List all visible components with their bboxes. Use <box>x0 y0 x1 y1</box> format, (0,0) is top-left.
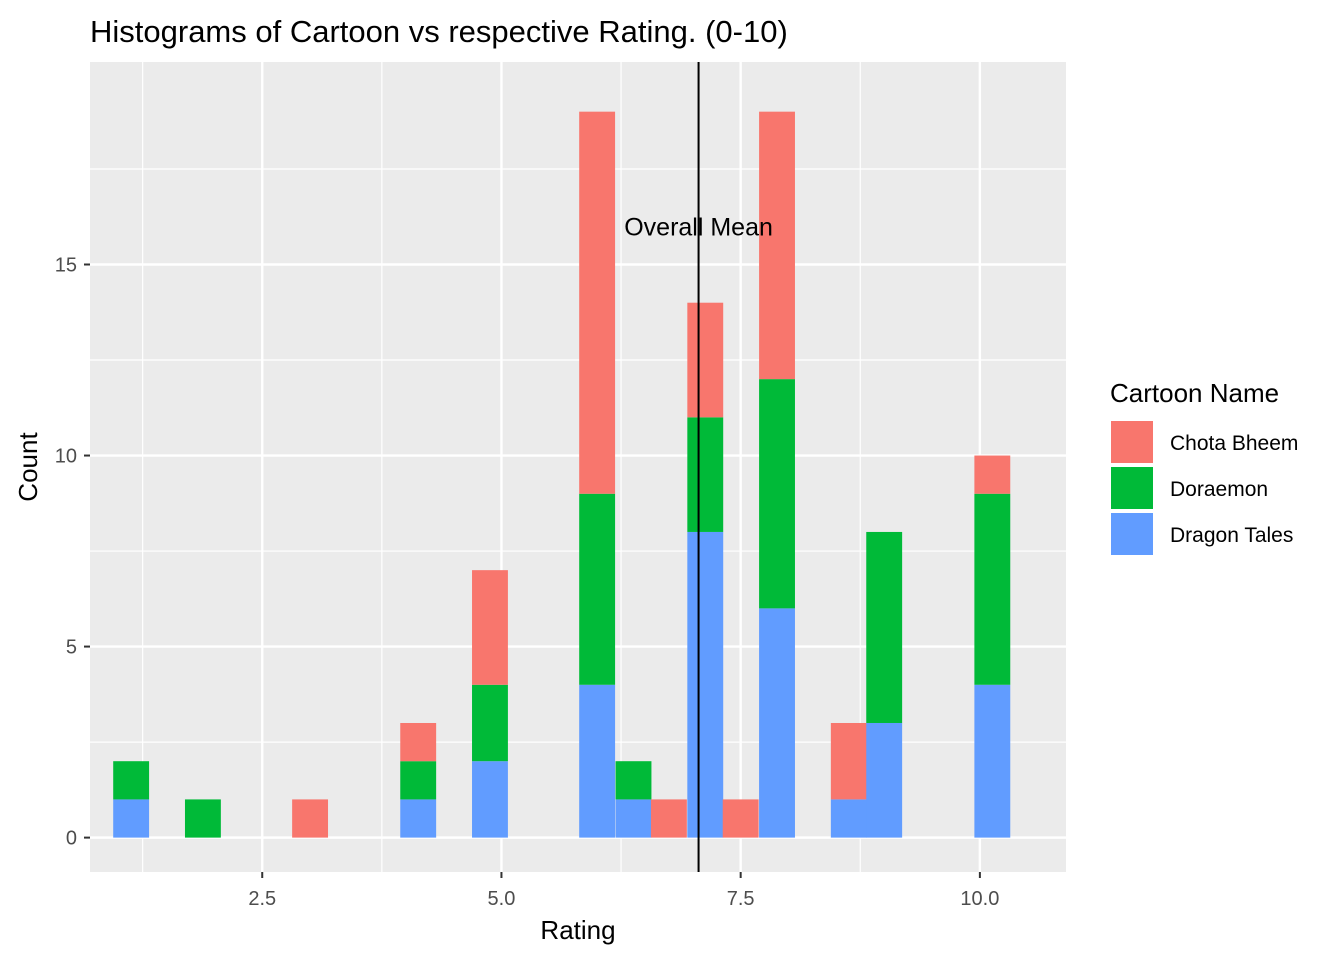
bar-doraemon <box>184 799 221 838</box>
bar-doraemon <box>579 493 616 685</box>
bar-doraemon <box>974 493 1011 685</box>
bar-chota-bheem <box>579 111 616 494</box>
bar-dragon-tales <box>615 799 652 838</box>
bar-chota-bheem <box>650 799 687 838</box>
bar-dragon-tales <box>866 722 903 838</box>
bar-doraemon <box>759 379 795 609</box>
bar-doraemon <box>400 761 437 800</box>
legend-items: Chota Bheem Doraemon Dragon Tales <box>1109 419 1298 557</box>
y-tick-label: 10 <box>55 446 77 468</box>
x-tick-label: 5.0 <box>488 888 516 910</box>
bar-doraemon <box>472 684 508 762</box>
bar-chota-bheem <box>830 722 867 800</box>
bar-dragon-tales <box>974 684 1011 838</box>
overall-mean-label: Overall Mean <box>624 213 773 241</box>
legend-key-chota-bheem <box>1109 419 1155 465</box>
bar-chota-bheem <box>292 799 329 838</box>
bar-chota-bheem <box>974 455 1011 494</box>
annotation-layer: Overall Mean <box>624 62 773 872</box>
x-tick-label: 7.5 <box>727 888 755 910</box>
x-axis-title: Rating <box>540 915 615 945</box>
legend-label-dragon-tales: Dragon Tales <box>1170 524 1293 547</box>
chart-title: Histograms of Cartoon vs respective Rati… <box>90 14 788 49</box>
bar-chota-bheem <box>722 799 759 838</box>
bar-chota-bheem <box>759 111 795 380</box>
bar-chota-bheem <box>472 570 508 685</box>
bar-doraemon <box>687 417 724 532</box>
legend: Cartoon Name Chota Bheem Doraemon Dragon T… <box>1109 378 1298 557</box>
bar-doraemon <box>866 531 903 723</box>
legend-key-doraemon <box>1109 465 1155 511</box>
bar-dragon-tales <box>759 608 795 838</box>
y-axis-title: Count <box>13 432 43 502</box>
x-tick-label: 2.5 <box>248 888 276 910</box>
bar-chota-bheem <box>687 302 724 418</box>
grid-lines <box>90 62 1066 872</box>
x-axis-ticks: 2.5 5.0 7.5 10.0 <box>248 872 999 910</box>
legend-label-chota-bheem: Chota Bheem <box>1170 432 1298 455</box>
bar-dragon-tales <box>113 799 150 838</box>
bar-doraemon <box>113 761 150 800</box>
plot-panel <box>90 62 1066 872</box>
bar-dragon-tales <box>830 799 867 838</box>
bar-chota-bheem <box>400 722 437 762</box>
bars-layer <box>113 111 1011 838</box>
bar-dragon-tales <box>687 531 724 838</box>
y-tick-label: 0 <box>66 828 77 850</box>
legend-label-doraemon: Doraemon <box>1170 478 1268 501</box>
legend-key-dragon-tales <box>1109 511 1155 557</box>
y-tick-label: 5 <box>66 637 77 659</box>
y-axis-ticks: 0 5 10 15 <box>55 255 90 850</box>
x-tick-label: 10.0 <box>960 888 999 910</box>
bar-dragon-tales <box>579 684 616 838</box>
bar-dragon-tales <box>472 761 508 838</box>
bar-doraemon <box>615 761 652 800</box>
legend-title: Cartoon Name <box>1110 378 1279 408</box>
y-tick-label: 15 <box>55 255 77 277</box>
bar-dragon-tales <box>400 799 437 838</box>
